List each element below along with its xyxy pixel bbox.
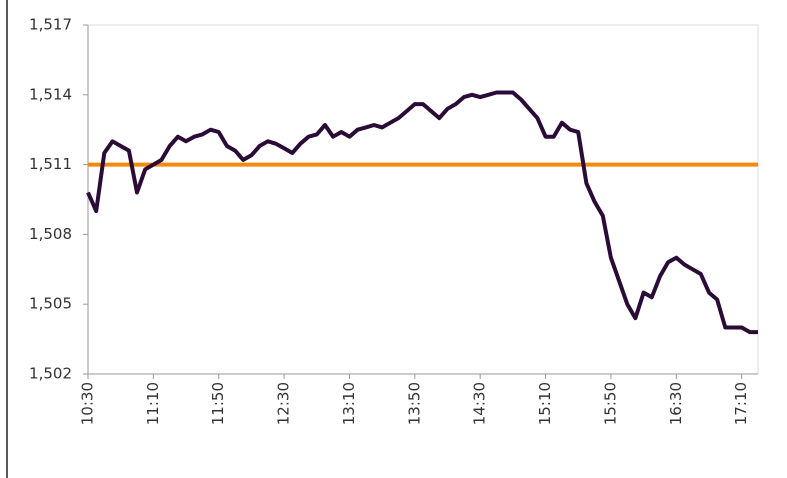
- y-tick-label: 1,514: [29, 85, 72, 103]
- x-tick-label: 10:30: [79, 382, 97, 425]
- price-line: [86, 90, 758, 335]
- plot-frame: [87, 24, 759, 375]
- x-tick-label: 14:30: [471, 382, 489, 425]
- x-tick-label: 11:10: [144, 382, 162, 425]
- y-tick-label: 1,505: [29, 295, 72, 313]
- x-tick-label: 17:10: [732, 382, 750, 425]
- x-tick-label: 16:30: [667, 382, 685, 425]
- x-tick-label: 13:50: [405, 382, 423, 425]
- x-tick-label: 15:50: [601, 382, 619, 425]
- x-tick-label: 13:10: [340, 382, 358, 425]
- y-tick-label: 1,511: [29, 155, 72, 173]
- y-tick-label: 1,508: [29, 225, 72, 243]
- x-tick-label: 12:30: [275, 382, 293, 425]
- x-tick-label: 11:50: [209, 382, 227, 425]
- x-tick-label: 15:10: [536, 382, 554, 425]
- y-tick-label: 1,502: [29, 365, 72, 383]
- y-tick-label: 1,517: [29, 16, 72, 34]
